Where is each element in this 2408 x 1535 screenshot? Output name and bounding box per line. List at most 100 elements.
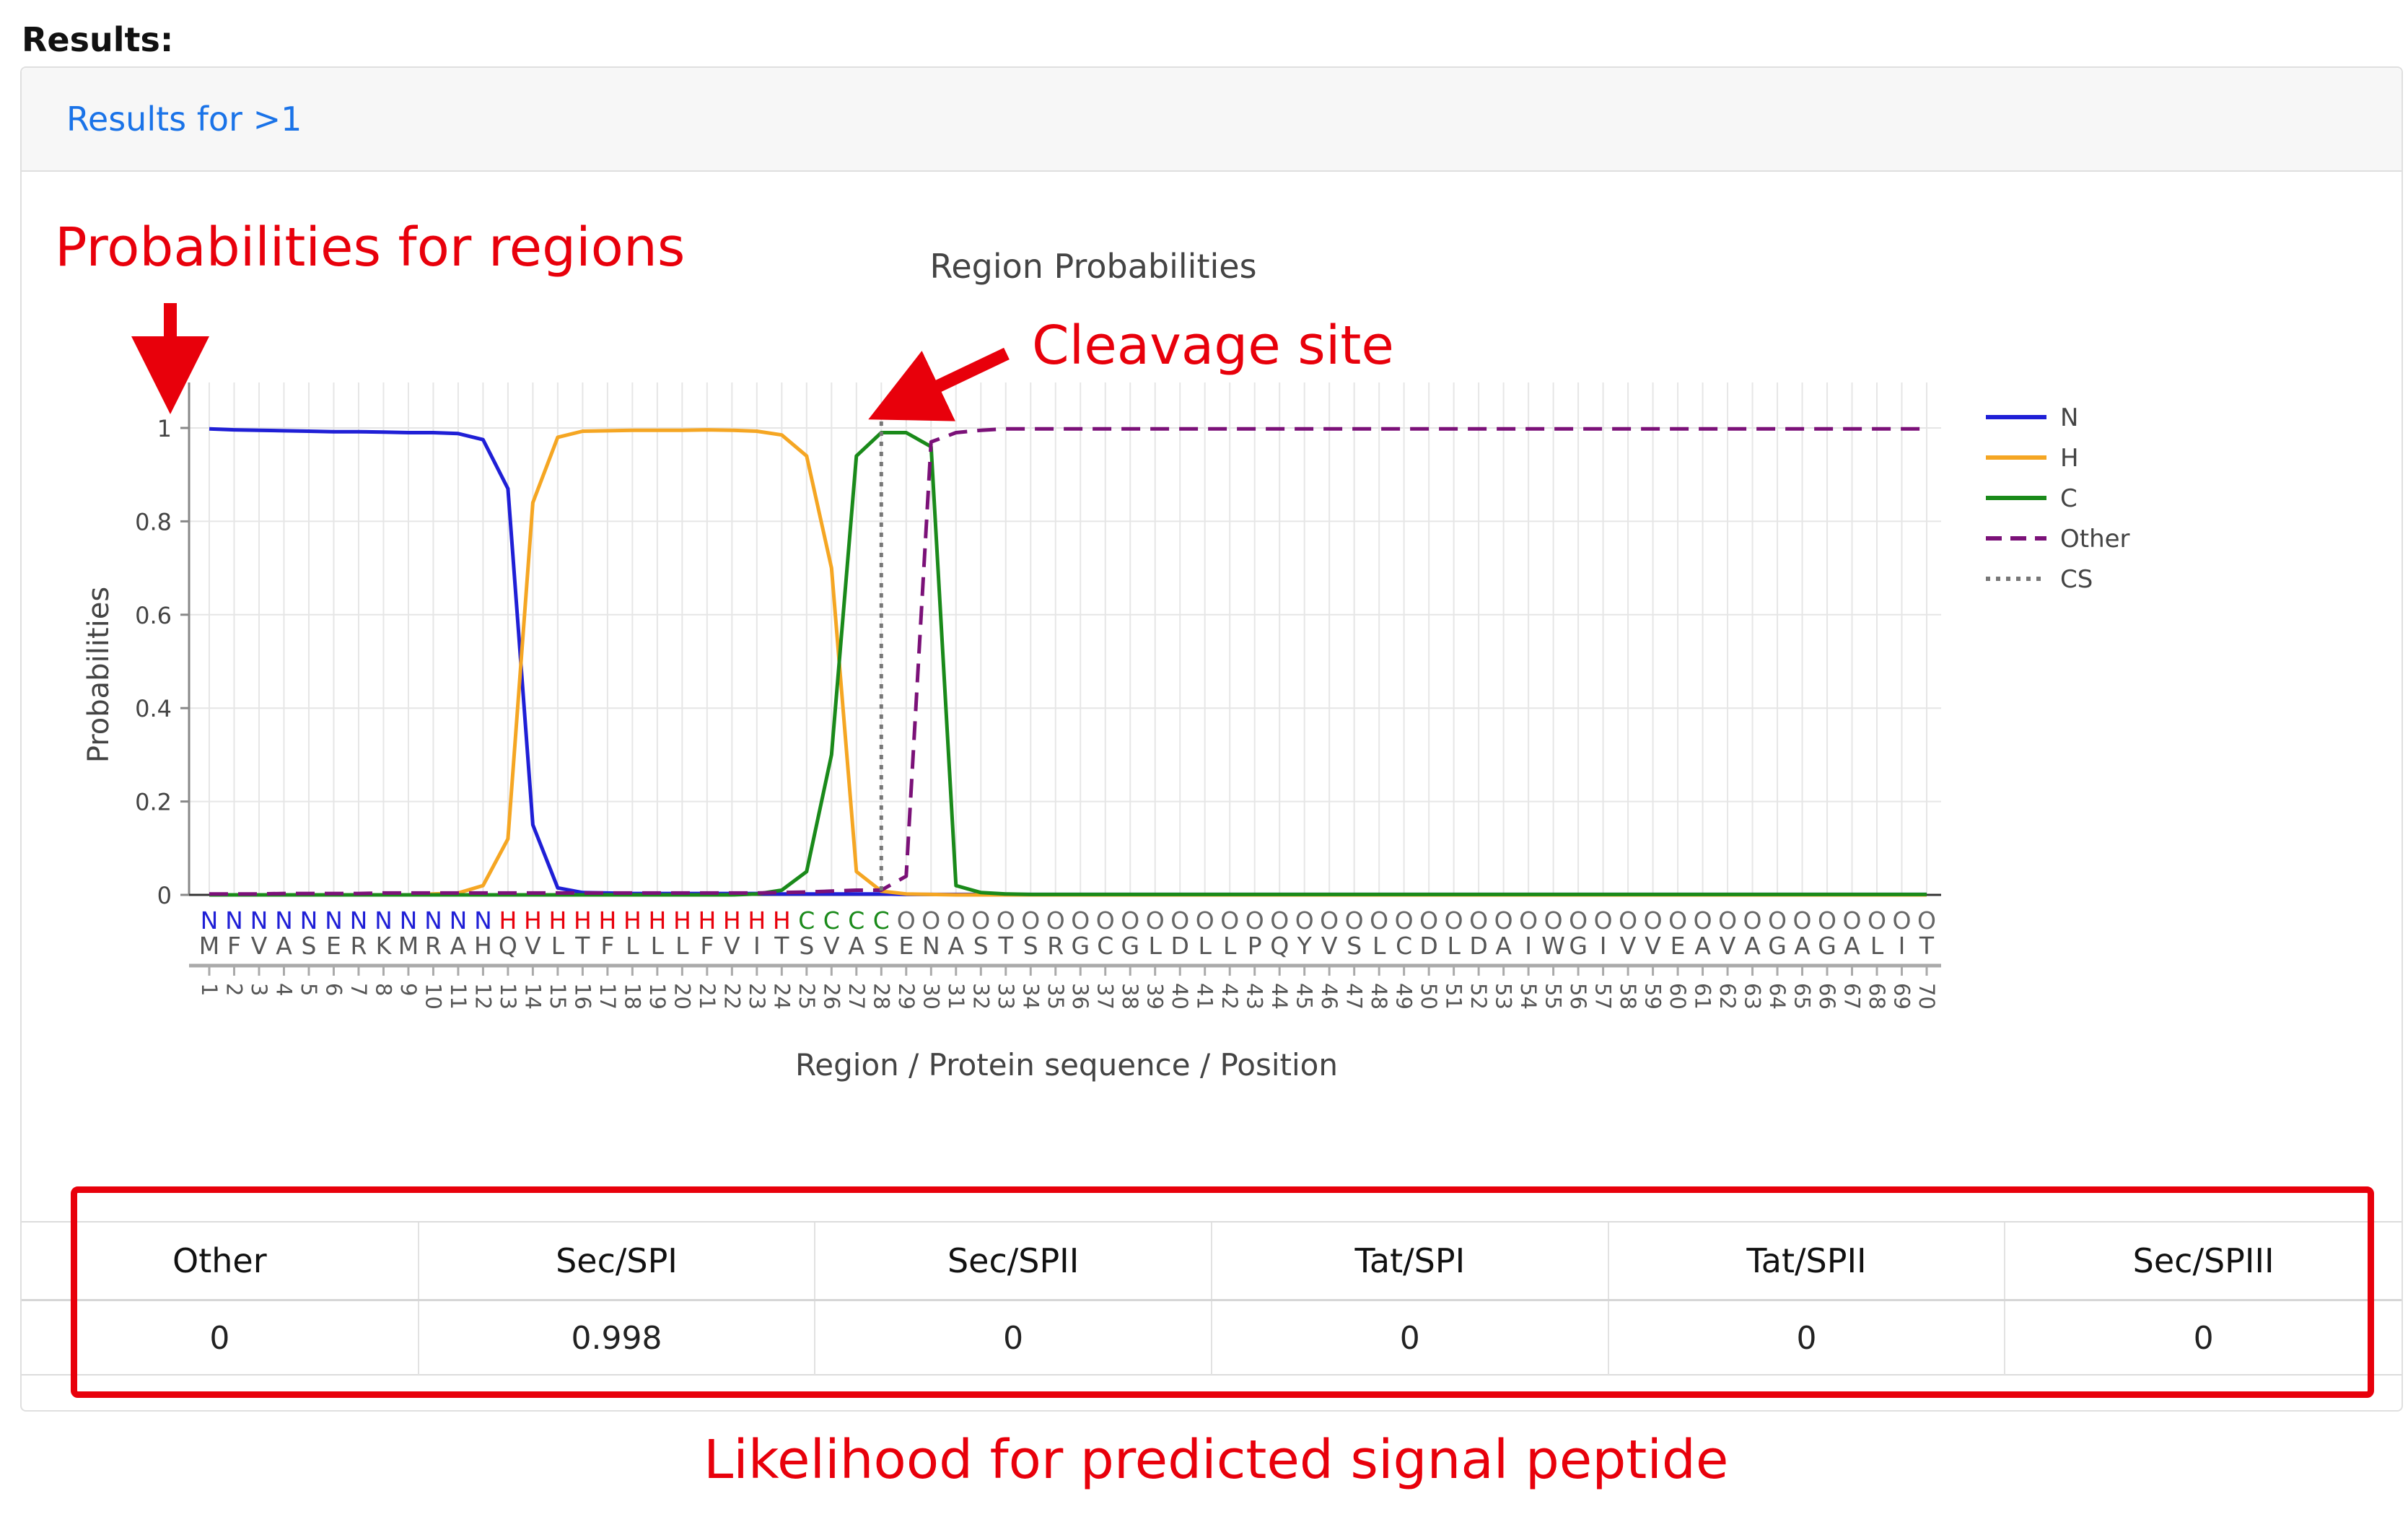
region-letter: H [648,906,666,935]
region-letter: O [1668,906,1687,935]
likelihood-annotation: Likelihood for predicted signal peptide [704,1429,1729,1491]
position-label: 31 [944,983,968,1010]
sequence-letter: V [1620,932,1637,960]
region-letter: O [1694,906,1712,935]
region-letter: N [400,906,418,935]
position-label: 30 [919,983,943,1010]
results-for-link[interactable]: Results for >1 [66,100,302,139]
position-label: 57 [1591,983,1616,1010]
region-letter: N [350,906,368,935]
sequence-letter: H [474,932,492,960]
position-label: 41 [1193,983,1217,1010]
position-label: 68 [1865,983,1889,1010]
position-label: 12 [470,983,495,1010]
sequence-letter: G [1818,932,1836,960]
position-label: 8 [371,983,395,996]
sequence-letter: D [1171,932,1189,960]
sequence-letter: N [922,932,940,960]
position-label: 50 [1417,983,1441,1010]
position-label: 11 [446,983,470,1010]
sequence-letter: G [1768,932,1787,960]
results-heading: Results: [22,20,174,59]
series-line-other [209,427,1927,896]
region-letter: O [1146,906,1165,935]
sequence-letter: W [1541,932,1565,960]
position-label: 44 [1267,983,1292,1010]
region-letter: O [1494,906,1513,935]
region-letter: O [1196,906,1214,935]
sequence-letter: G [1121,932,1139,960]
position-label: 63 [1741,983,1765,1010]
cell-sec-spii: 0 [815,1300,1212,1375]
cleavage-annotation: Cleavage site [1032,315,1394,377]
position-label: 5 [297,983,321,996]
x-axis-label: Region / Protein sequence / Position [795,1047,1338,1083]
region-letter: O [1419,906,1438,935]
position-label: 19 [645,983,670,1010]
position-label: 27 [844,983,869,1010]
sequence-letter: T [774,932,789,960]
position-label: 61 [1691,983,1715,1010]
col-other: Other [22,1223,419,1301]
region-letter: C [798,906,815,935]
region-letter: O [1021,906,1040,935]
position-label: 67 [1840,983,1865,1010]
sequence-letter: D [1469,932,1487,960]
sequence-letter: L [1149,932,1163,960]
region-letter: O [1170,906,1189,935]
position-label: 54 [1516,983,1541,1010]
region-letter: O [1270,906,1289,935]
position-label: 9 [396,983,421,996]
region-letter: O [947,906,966,935]
sequence-letter: S [1347,932,1362,960]
region-letter: O [1345,906,1364,935]
region-letter: O [1868,906,1886,935]
sequence-letter: E [326,932,341,960]
position-label: 25 [794,983,819,1010]
region-letter: O [1718,906,1737,935]
sequence-letter: Q [499,932,517,960]
position-label: 38 [1118,983,1142,1010]
position-label: 29 [894,983,919,1010]
position-label: 7 [346,983,371,996]
region-letter: C [848,906,864,935]
position-label: 14 [520,983,545,1010]
sequence-letter: F [700,932,714,960]
region-letter: O [1295,906,1314,935]
sequence-letter: S [874,932,889,960]
position-label: 52 [1466,983,1491,1010]
position-label: 33 [994,983,1018,1010]
position-label: 66 [1815,983,1839,1010]
region-letter: O [1469,906,1488,935]
position-label: 22 [719,983,744,1010]
sequence-letter: L [626,932,639,960]
region-letter: C [823,906,840,935]
position-label: 36 [1068,983,1093,1010]
position-label: 26 [819,983,844,1010]
sequence-letter: A [276,932,292,960]
y-tick-label: 1 [157,415,172,442]
position-label: 17 [595,983,620,1010]
sequence-letter: L [1372,932,1386,960]
position-label: 46 [1317,983,1341,1010]
region-letter: N [375,906,393,935]
region-letter: O [1395,906,1414,935]
position-label: 1 [197,983,222,996]
region-letter: O [1370,906,1388,935]
region-letter: O [1071,906,1090,935]
position-label: 58 [1616,983,1640,1010]
position-label: 64 [1765,983,1790,1010]
y-tick-label: 0.2 [135,789,172,816]
position-label: 51 [1442,983,1466,1010]
position-label: 49 [1392,983,1417,1010]
sequence-letter: I [1899,932,1906,960]
region-letter: O [1096,906,1115,935]
sequence-letter: M [199,932,219,960]
region-letter: O [1519,906,1538,935]
region-letter: O [1594,906,1613,935]
chart-title: Region Probabilities [929,247,1256,286]
sequence-letter: R [350,932,367,960]
position-label: 40 [1168,983,1192,1010]
sequence-letter: F [600,932,614,960]
position-label: 65 [1790,983,1815,1010]
